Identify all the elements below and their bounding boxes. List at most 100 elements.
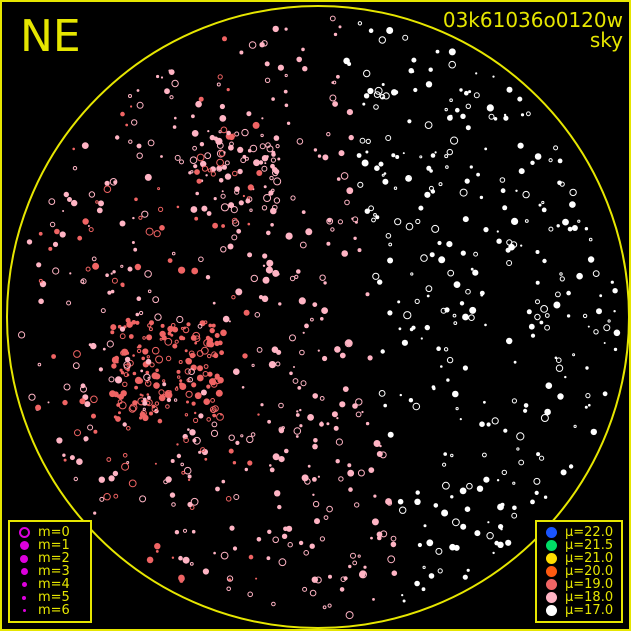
star-mark [196,178,202,184]
star-mark [116,395,120,398]
star-mark [343,576,348,581]
star-mark [430,189,436,194]
brightness-legend-row: μ=20.0 [543,565,615,578]
star-mark [52,267,60,275]
magnitude-symbol-icon [22,595,26,600]
star-mark [313,438,318,443]
star-mark [459,487,467,495]
star-mark [178,574,185,582]
star-mark [91,256,97,262]
frame-info: 03k61036o0120w sky [443,10,623,50]
star-mark [142,336,146,340]
star-mark [277,157,281,161]
star-mark [179,383,187,390]
star-mark [385,135,392,141]
star-mark [231,234,238,241]
star-mark [539,320,544,325]
star-mark [371,217,376,223]
star-mark [459,301,465,306]
star-mark [98,476,106,483]
star-mark [114,376,123,384]
star-mark [530,499,535,505]
star-mark [362,102,366,106]
star-mark [307,414,314,421]
star-mark [518,459,525,466]
star-mark [131,119,138,126]
star-mark [72,166,78,171]
star-mark [160,76,164,79]
star-mark [116,361,119,364]
star-mark [298,540,304,546]
star-mark [420,337,423,340]
star-mark [326,422,330,426]
star-mark [336,74,340,79]
star-mark [448,48,456,56]
star-mark [247,148,252,153]
star-mark [298,297,306,305]
magnitude-symbol-icon [21,582,27,587]
star-mark [401,594,404,597]
star-mark [264,61,270,67]
star-mark [228,144,234,151]
star-mark [191,114,195,119]
star-mark [121,462,130,471]
star-mark [395,155,400,159]
star-mark [102,347,106,351]
star-mark [186,400,189,404]
star-mark [265,155,269,159]
star-mark [241,128,249,137]
star-mark [103,493,111,501]
star-mark [115,135,120,140]
star-mark [434,151,437,154]
star-mark [354,220,358,224]
star-mark [311,576,318,583]
star-mark [139,411,146,418]
brightness-legend-row: μ=21.0 [543,552,615,565]
star-mark [222,164,227,170]
star-mark [512,505,517,511]
star-mark [408,398,414,403]
star-mark [218,166,223,170]
star-mark [383,403,388,408]
brightness-swatch-icon [545,527,557,538]
star-mark [223,151,226,154]
star-mark [479,487,483,492]
star-mark [399,393,402,397]
star-mark [142,400,148,406]
star-mark [221,224,226,228]
star-mark [540,414,549,422]
star-mark [375,215,380,220]
star-mark [301,47,305,52]
star-mark [545,382,553,390]
star-mark [407,119,412,124]
star-mark [269,467,275,473]
star-mark [144,173,152,181]
star-mark [442,481,450,490]
star-mark [149,411,153,416]
star-mark [379,444,382,448]
star-mark [367,87,374,95]
star-mark [160,323,165,328]
star-mark [284,448,289,454]
star-mark [503,428,508,433]
star-mark [176,315,184,324]
star-mark [207,371,213,377]
star-mark [200,160,207,168]
star-mark [220,126,228,134]
star-mark [265,266,273,274]
star-mark [402,599,406,603]
star-mark [548,226,554,232]
star-mark [453,281,461,288]
star-mark [414,498,421,505]
star-mark [250,274,259,283]
star-mark [154,313,162,321]
star-mark [535,299,540,305]
star-mark [228,448,234,454]
star-mark [344,339,353,348]
star-mark [206,417,211,422]
star-mark [222,36,227,42]
star-mark [468,90,472,94]
star-mark [154,373,161,380]
star-mark [322,355,328,362]
star-mark [127,266,133,272]
